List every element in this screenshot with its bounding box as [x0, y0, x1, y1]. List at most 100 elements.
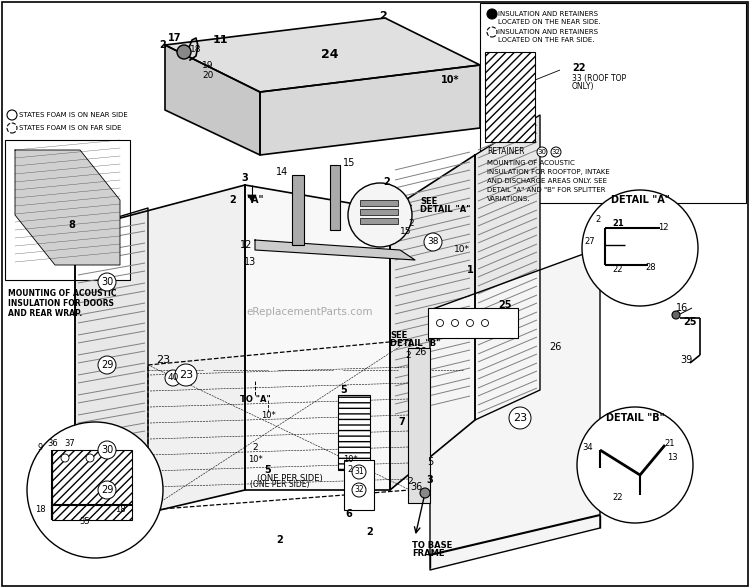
Bar [428, 308, 518, 338]
Text: LOCATED ON THE FAR SIDE.: LOCATED ON THE FAR SIDE. [498, 37, 595, 43]
Text: 32: 32 [354, 486, 364, 495]
Circle shape [27, 422, 163, 558]
Text: 2: 2 [405, 350, 411, 359]
Circle shape [452, 319, 458, 326]
Text: 22: 22 [572, 63, 586, 73]
Text: 18: 18 [190, 45, 202, 55]
Text: DETAIL "B": DETAIL "B" [390, 339, 440, 349]
Bar [480, 3, 746, 203]
Circle shape [466, 319, 473, 326]
Text: TO BASE: TO BASE [412, 540, 452, 550]
Text: 19: 19 [202, 62, 214, 71]
Text: STATES FOAM IS ON FAR SIDE: STATES FOAM IS ON FAR SIDE [19, 125, 122, 131]
Text: FRAME: FRAME [412, 550, 445, 559]
Circle shape [7, 123, 17, 133]
Text: DETAIL "A" AND "B" FOR SPLITTER: DETAIL "A" AND "B" FOR SPLITTER [487, 187, 605, 193]
Text: DETAIL "B": DETAIL "B" [606, 413, 664, 423]
Bar [52, 450, 132, 520]
Text: 2: 2 [383, 177, 390, 187]
Polygon shape [75, 185, 245, 530]
Text: 22: 22 [613, 266, 623, 275]
Text: INSULATION AND RETAINERS: INSULATION AND RETAINERS [498, 11, 598, 17]
Text: MOUNTING OF ACOUSTIC: MOUNTING OF ACOUSTIC [8, 289, 116, 298]
Text: 7: 7 [398, 417, 405, 427]
Text: 2: 2 [367, 527, 374, 537]
Text: VARIATIONS.: VARIATIONS. [487, 196, 530, 202]
Bar [344, 460, 374, 510]
Text: 18: 18 [34, 506, 45, 514]
Circle shape [352, 483, 366, 497]
Text: 10*: 10* [343, 456, 357, 465]
Text: TO "A": TO "A" [240, 396, 270, 405]
Text: 2: 2 [596, 215, 601, 225]
Circle shape [509, 407, 531, 429]
Text: 5: 5 [265, 465, 272, 475]
Bar [408, 348, 430, 503]
Text: DETAIL "A": DETAIL "A" [420, 205, 470, 215]
Text: 20: 20 [202, 72, 214, 81]
Text: eReplacementParts.com: eReplacementParts.com [247, 307, 374, 317]
Polygon shape [165, 18, 480, 92]
Text: 2: 2 [407, 477, 413, 486]
Text: 13: 13 [244, 257, 256, 267]
Text: INSULATION FOR DOORS: INSULATION FOR DOORS [8, 299, 114, 308]
Text: 3: 3 [242, 173, 248, 183]
Bar [338, 395, 370, 470]
Circle shape [61, 454, 69, 462]
Text: 30: 30 [100, 277, 113, 287]
Text: 2: 2 [379, 11, 387, 21]
Circle shape [175, 364, 197, 386]
Text: 12: 12 [240, 240, 252, 250]
Text: INSULATION AND RETAINERS: INSULATION AND RETAINERS [498, 29, 598, 35]
Text: 18: 18 [115, 506, 125, 514]
Text: "A": "A" [246, 195, 264, 205]
Text: INSULATION FOR ROOFTOP, INTAKE: INSULATION FOR ROOFTOP, INTAKE [487, 169, 610, 175]
Circle shape [98, 273, 116, 291]
Bar [5, 140, 130, 280]
Circle shape [672, 311, 680, 319]
Text: 12: 12 [658, 223, 668, 232]
Text: 25: 25 [498, 300, 512, 310]
Text: 26: 26 [414, 347, 426, 357]
Circle shape [436, 319, 443, 326]
Text: 2: 2 [408, 219, 414, 228]
Text: 33 (ROOF TOP: 33 (ROOF TOP [572, 74, 626, 82]
Circle shape [98, 356, 116, 374]
Circle shape [482, 319, 488, 326]
Circle shape [551, 147, 561, 157]
Text: 23: 23 [513, 413, 527, 423]
Text: 40: 40 [167, 373, 178, 383]
Bar [360, 209, 398, 215]
Text: AND REAR WRAP.: AND REAR WRAP. [8, 309, 82, 318]
Text: 1: 1 [466, 265, 473, 275]
Text: RETAINER: RETAINER [487, 148, 524, 156]
Circle shape [98, 481, 116, 499]
Text: LOCATED ON THE NEAR SIDE.: LOCATED ON THE NEAR SIDE. [498, 19, 601, 25]
Text: 36: 36 [48, 439, 58, 449]
Circle shape [537, 147, 547, 157]
Polygon shape [255, 240, 415, 260]
Text: 38: 38 [427, 238, 439, 246]
Text: SEE: SEE [420, 196, 437, 205]
Text: 26: 26 [549, 342, 561, 352]
Polygon shape [390, 155, 475, 490]
Text: 10*: 10* [454, 246, 470, 255]
Circle shape [577, 407, 693, 523]
Polygon shape [475, 115, 540, 420]
Text: 15: 15 [343, 158, 355, 168]
Text: 37: 37 [64, 439, 75, 449]
Text: 34: 34 [583, 443, 593, 453]
Text: 23: 23 [156, 355, 170, 365]
Text: 10*: 10* [261, 410, 275, 419]
Text: 22: 22 [613, 493, 623, 503]
Circle shape [7, 110, 17, 120]
Text: 3: 3 [427, 475, 433, 485]
Text: (ONE PER SIDE): (ONE PER SIDE) [251, 480, 310, 489]
Text: 10*: 10* [248, 456, 262, 465]
Text: 16: 16 [676, 303, 688, 313]
Text: 24: 24 [321, 48, 339, 62]
Text: 2: 2 [277, 535, 284, 545]
Polygon shape [165, 45, 260, 155]
Circle shape [582, 190, 698, 306]
Text: 2: 2 [230, 195, 236, 205]
